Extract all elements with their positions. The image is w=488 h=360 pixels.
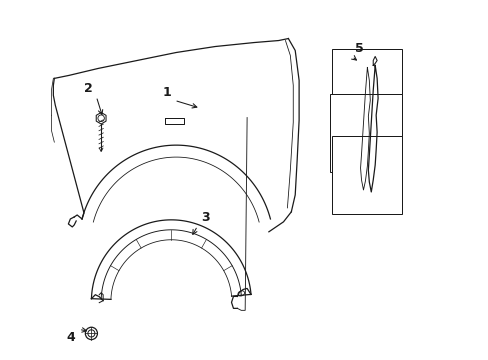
FancyBboxPatch shape: [330, 94, 402, 172]
Text: 1: 1: [162, 86, 170, 99]
Text: 2: 2: [84, 82, 93, 95]
FancyBboxPatch shape: [331, 49, 402, 128]
Text: 4: 4: [66, 331, 75, 344]
FancyBboxPatch shape: [331, 136, 402, 214]
Text: 3: 3: [201, 211, 209, 224]
Text: 5: 5: [354, 42, 363, 55]
